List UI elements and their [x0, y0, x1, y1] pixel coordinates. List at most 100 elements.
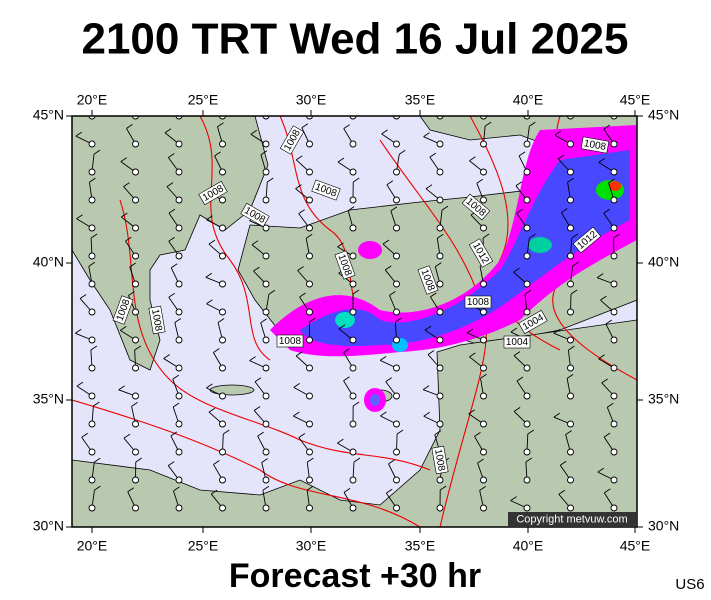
- barb-flag: [293, 411, 300, 417]
- barb-flag: [262, 485, 270, 491]
- barb-station: [219, 420, 226, 428]
- barb-flag: [572, 261, 579, 267]
- barb-flag: [515, 181, 523, 187]
- isobar-label-box: [464, 295, 492, 309]
- barb-flag: [217, 122, 224, 128]
- barb-flag: [597, 467, 605, 473]
- barb-flag: [381, 129, 388, 135]
- barb-flag: [167, 461, 175, 466]
- barb-station: [349, 504, 357, 512]
- barb-flag: [399, 149, 406, 155]
- isobar-label: 1008: [432, 448, 447, 472]
- barb-station: [523, 392, 531, 400]
- barb-station: [262, 140, 270, 148]
- barb-flag: [118, 385, 125, 391]
- barb-flag: [261, 458, 268, 463]
- isobar-label-group: 1008: [276, 334, 304, 348]
- barb-flag: [205, 272, 213, 278]
- barb-station: [523, 196, 531, 204]
- barb-flag: [298, 209, 305, 215]
- barb-flag: [337, 242, 344, 248]
- barb-flag: [559, 460, 567, 466]
- barb-flag: [343, 488, 351, 493]
- barb-station: [349, 168, 357, 176]
- barb-flag: [337, 104, 343, 108]
- barb-station: [132, 392, 139, 400]
- barb-station: [567, 392, 574, 400]
- barb-station: [262, 364, 270, 372]
- barb-station: [262, 252, 270, 260]
- barb-station: [306, 476, 313, 484]
- barb-station: [393, 224, 400, 232]
- isobar-label: 1008: [149, 308, 164, 332]
- barb-station: [436, 392, 444, 400]
- copyright: Copyright metvuw.com: [516, 513, 627, 525]
- barb-station: [480, 280, 487, 288]
- barb-flag: [253, 406, 261, 411]
- barb-station: [567, 252, 574, 260]
- barb-flag: [604, 488, 611, 494]
- barb-flag: [468, 409, 475, 415]
- barb-station: [610, 420, 618, 428]
- barb-station: [88, 336, 96, 344]
- barb-station: [393, 476, 400, 484]
- barb-station: [610, 448, 618, 456]
- barb-flag: [434, 430, 441, 436]
- barb-flag: [75, 328, 82, 334]
- barb-flag: [388, 459, 395, 465]
- axes: 20°E 20°E 25°E 25°E 30°E 30°E 35°E 35°E 40°E 40°E…: [33, 92, 680, 554]
- barb-flag: [480, 373, 487, 379]
- barb-flag: [353, 457, 361, 463]
- barb-flag: [168, 236, 175, 242]
- barb-flag: [380, 411, 387, 417]
- barb-station: [610, 140, 618, 148]
- barb-flag: [609, 95, 615, 99]
- barb-station: [132, 448, 139, 456]
- barb-station: [393, 168, 400, 176]
- barb-flag: [343, 124, 350, 129]
- barb-staff: [482, 116, 484, 117]
- barb-flag: [553, 328, 561, 334]
- barb-flag: [598, 158, 606, 163]
- barb-flag: [389, 291, 396, 296]
- barb-flag: [295, 351, 303, 357]
- barb-flag: [607, 402, 614, 408]
- barb-flag: [268, 289, 276, 295]
- barb-flag: [299, 292, 306, 298]
- barb-station: [610, 504, 618, 512]
- barb-station: [88, 252, 96, 260]
- barb-flag: [566, 373, 574, 379]
- barb-flag: [120, 157, 128, 163]
- barb-station: [88, 308, 96, 316]
- barb-flag: [513, 267, 520, 273]
- barb-flag: [75, 131, 83, 137]
- isobar-label-box: [112, 295, 134, 325]
- barb-flag: [120, 325, 127, 331]
- barb-station: [132, 252, 139, 260]
- barb-station: [349, 308, 357, 316]
- barb-flag: [163, 103, 169, 107]
- barb-staff: [351, 116, 353, 117]
- barb-flag: [173, 486, 180, 492]
- isobar-label-group: 1008: [431, 445, 449, 475]
- barb-station: [132, 140, 139, 148]
- barb-flag: [441, 205, 449, 211]
- barb-station: [132, 308, 139, 316]
- barb-flag: [301, 123, 309, 129]
- barb-flag: [525, 457, 533, 463]
- lat-label-right: 30°N: [648, 518, 679, 534]
- barb-flag: [347, 206, 355, 212]
- barb-flag: [309, 317, 316, 323]
- barb-station: [262, 168, 270, 176]
- barb-flag: [598, 354, 605, 360]
- barb-flag: [79, 294, 87, 299]
- barb-station: [610, 196, 618, 204]
- barb-station: [480, 476, 487, 484]
- barb-station: [480, 364, 487, 372]
- barb-station: [349, 448, 357, 456]
- barb-flag: [425, 184, 433, 190]
- barb-flag: [89, 177, 96, 183]
- barb-station: [132, 336, 139, 344]
- barb-flag: [484, 121, 492, 127]
- barb-station: [262, 420, 270, 428]
